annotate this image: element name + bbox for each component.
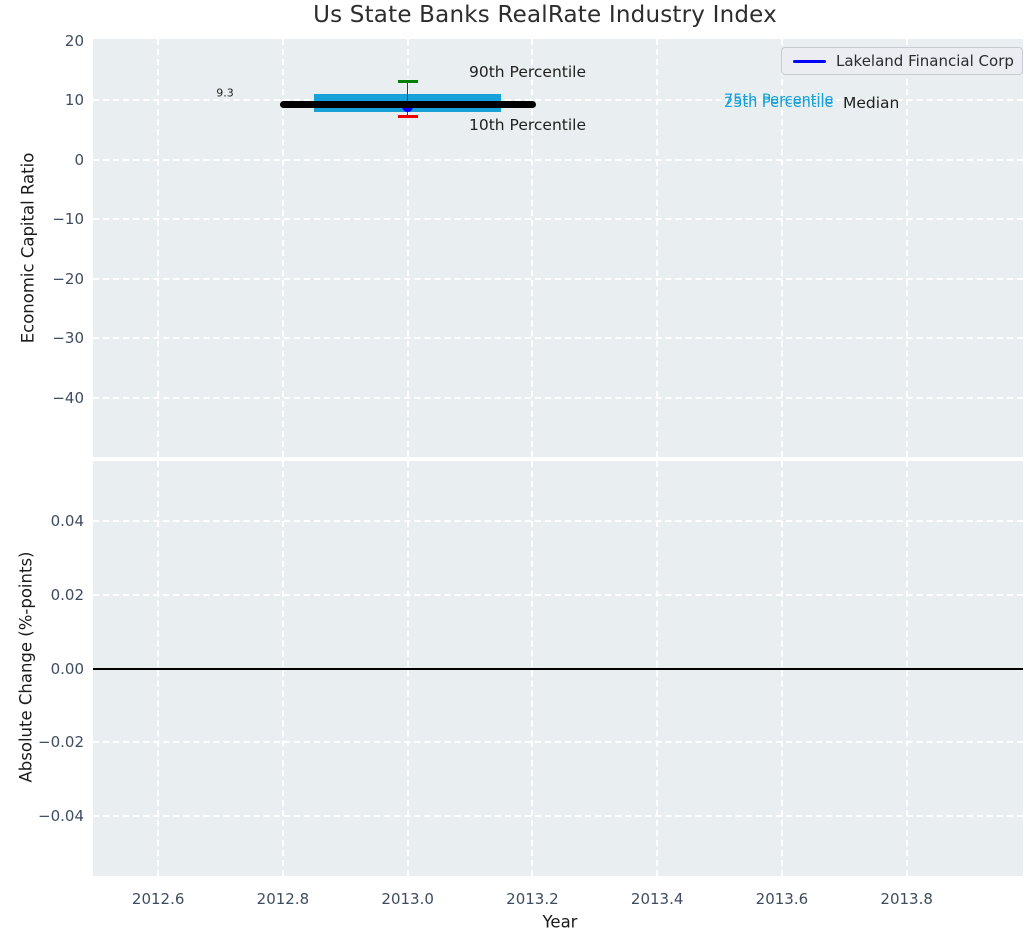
y-tick-label: −30	[52, 329, 84, 348]
gridline-vertical	[406, 39, 409, 457]
y-tick-label: 10	[64, 91, 84, 110]
x-tick-label: 2012.8	[256, 890, 310, 908]
gridline-vertical	[656, 39, 659, 457]
annotation-median-value: 9.3	[216, 86, 234, 100]
legend-label: Lakeland Financial Corp	[836, 52, 1014, 70]
y-tick-label: −0.02	[38, 733, 84, 752]
gridline-vertical	[905, 39, 908, 457]
percentile-whisker	[406, 81, 409, 117]
top-plot-area	[93, 39, 1023, 457]
gridline-horizontal	[93, 396, 1023, 399]
gridline-horizontal	[93, 337, 1023, 340]
gridline-horizontal	[93, 593, 1023, 596]
x-tick-label: 2013.2	[506, 890, 559, 908]
bottom-plot-area	[93, 461, 1023, 876]
zero-change-line	[93, 667, 1023, 670]
x-axis-label: Year	[542, 912, 578, 932]
gridline-horizontal	[93, 158, 1023, 161]
legend: Lakeland Financial Corp	[781, 47, 1023, 75]
x-tick-label: 2013.6	[755, 890, 809, 908]
p90-cap	[397, 79, 418, 83]
gridline-horizontal	[93, 218, 1023, 221]
annotation-10th-percentile: 10th Percentile	[469, 116, 587, 134]
x-tick-label: 2012.6	[131, 890, 185, 908]
y-tick-label: −0.04	[38, 807, 84, 826]
gridline-vertical	[531, 39, 534, 457]
y-tick-label: −10	[52, 210, 84, 229]
top-y-axis-label: Economic Capital Ratio	[18, 152, 38, 344]
annotation-90th-percentile: 90th Percentile	[469, 63, 587, 81]
gridline-horizontal	[93, 815, 1023, 818]
y-tick-label: −20	[52, 269, 84, 288]
annotation-25th-percentile: 25th Percentile	[724, 95, 834, 111]
median-line	[279, 100, 536, 108]
y-tick-label: 0.04	[50, 511, 84, 530]
y-tick-label: 0.02	[50, 585, 84, 604]
y-tick-label: 0	[74, 150, 84, 169]
annotation-median: Median	[843, 94, 900, 112]
gridline-vertical	[157, 39, 160, 457]
gridline-horizontal	[93, 277, 1023, 280]
legend-line-swatch	[793, 59, 826, 63]
x-tick-label: 2013.4	[630, 890, 684, 908]
bottom-y-axis-label: Absolute Change (%-points)	[16, 551, 36, 783]
x-tick-label: 2013.8	[880, 890, 933, 908]
y-tick-label: 20	[64, 31, 84, 50]
gridline-horizontal	[93, 519, 1023, 522]
y-tick-label: −40	[52, 388, 84, 407]
y-tick-label: 0.00	[50, 659, 84, 678]
p10-cap	[397, 115, 418, 119]
x-tick-label: 2013.0	[381, 890, 434, 908]
annotation-75th-percentile: 75th Percentile	[724, 92, 834, 108]
gridline-vertical	[281, 39, 284, 457]
gridline-horizontal	[93, 741, 1023, 744]
gridline-horizontal	[93, 99, 1023, 102]
gridline-vertical	[780, 39, 783, 457]
chart-title: Us State Banks RealRate Industry Index	[313, 2, 777, 28]
